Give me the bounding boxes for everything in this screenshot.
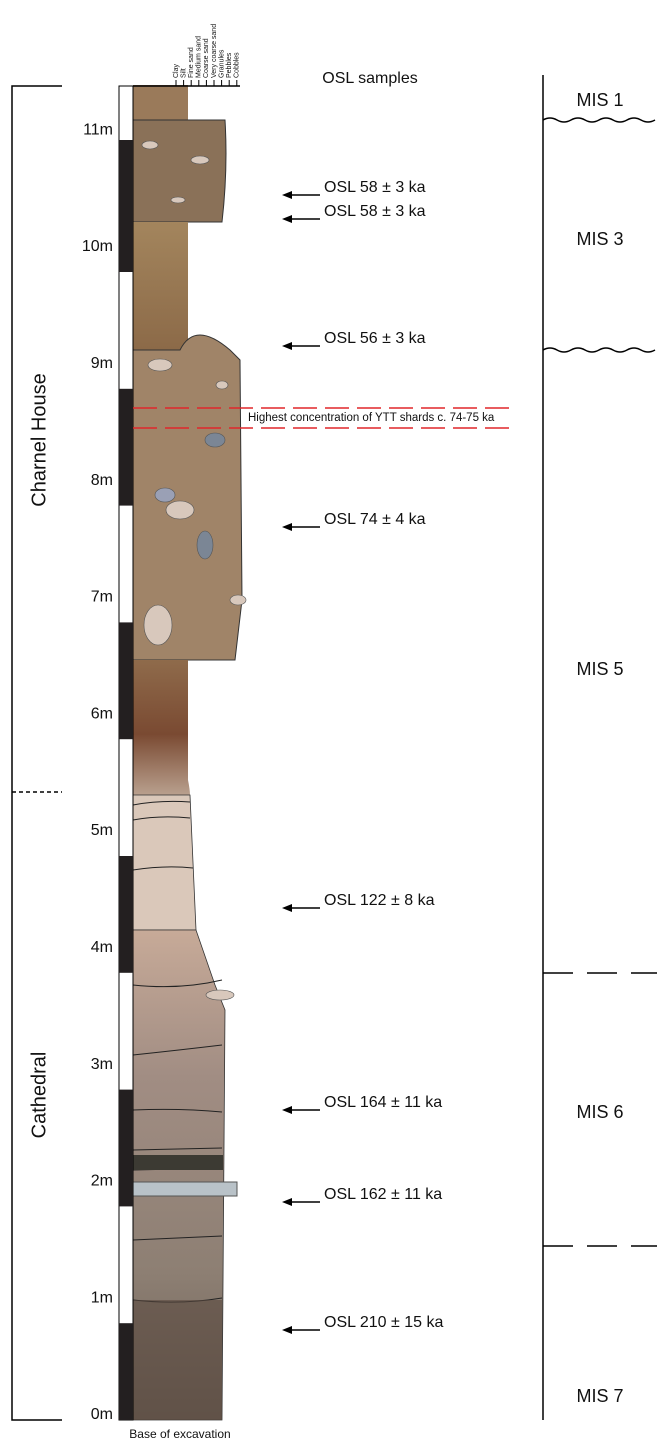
osl-sample: OSL 122 ± 8 ka [324,892,435,909]
scale-bar [119,86,133,1420]
mis-label: MIS 1 [576,90,623,110]
unit-label: Charnel House [28,373,50,506]
osl-header: OSL samples [322,70,417,87]
scale-segment [119,1323,133,1420]
grain-size-label: Granules [218,49,225,78]
stratigraphy: ClaySiltFine sandMedium sandCoarse sandV… [0,0,657,1444]
arrowhead [282,1106,292,1114]
layer [133,222,188,350]
scale-label: 6m [91,705,113,722]
scale-label: 3m [91,1056,113,1073]
osl-sample: OSL 58 ± 3 ka [324,203,426,220]
osl-sample: OSL 164 ± 11 ka [324,1094,442,1111]
grain-size-label: Silt [180,68,187,78]
grain-size-label: Pebbles [226,52,233,78]
layer [133,1155,223,1170]
scale-label: 10m [82,238,113,255]
layer [133,85,188,125]
arrowhead [282,191,292,199]
layer [133,795,196,930]
osl-sample: OSL 74 ± 4 ka [324,511,426,528]
scale-label: 0m [91,1406,113,1423]
osl-sample: OSL 210 ± 15 ka [324,1314,443,1331]
scale-label: 1m [91,1289,113,1306]
mis-label: MIS 6 [576,1102,623,1122]
layer [133,660,190,795]
arrowhead [282,523,292,531]
scale-segment [119,140,133,255]
scale-label: 7m [91,589,113,606]
scale-label: 4m [91,939,113,956]
arrowhead [282,904,292,912]
unit-label: Cathedral [28,1052,50,1139]
layer [133,1300,222,1420]
arrowhead [282,1198,292,1206]
grain-size-label: Cobbles [234,52,241,78]
osl-sample: OSL 162 ± 11 ka [324,1186,442,1203]
grain-size-label: Clay [173,63,180,78]
depth-scale: 0m 1m 2m 3m 4m 5m 6m 7m 8m 9m 10m 11m [82,86,133,1423]
mis-label: MIS 5 [576,659,623,679]
scale-label: 2m [91,1173,113,1190]
column [133,85,246,1420]
scale-segment [119,1090,133,1207]
grain-size-label: Very coarse sand [211,24,218,78]
tephra-label: Highest concentration of YTT shards c. 7… [248,412,495,424]
layer [133,1182,237,1196]
scale-segment [119,856,133,973]
unit-bracket [12,86,62,1420]
grain-size-label: Fine sand [188,47,195,78]
arrowhead [282,215,292,223]
scale-label: 11m [83,121,113,138]
mis-boundaries [543,75,657,1420]
osl-sample: OSL 56 ± 3 ka [324,330,426,347]
footer: Base of excavation [129,1427,230,1441]
labels: OSL 58 ± 3 ka OSL 58 ± 3 ka OSL 56 ± 3 ka O… [282,90,624,1406]
arrowhead [282,1326,292,1334]
scale-label: 8m [91,472,113,489]
grain-size-label: Coarse sand [203,38,210,78]
scale-segment [119,389,133,506]
mis-label: MIS 7 [576,1386,623,1406]
grain-size-label: Medium sand [196,36,203,78]
scale-label: 9m [91,355,113,372]
mis-label: MIS 3 [576,229,623,249]
osl-sample: OSL 58 ± 3 ka [324,179,426,196]
scale-segment [119,622,133,739]
arrowhead [282,342,292,350]
scale-label: 5m [91,822,113,839]
gravel-layer [133,120,226,222]
